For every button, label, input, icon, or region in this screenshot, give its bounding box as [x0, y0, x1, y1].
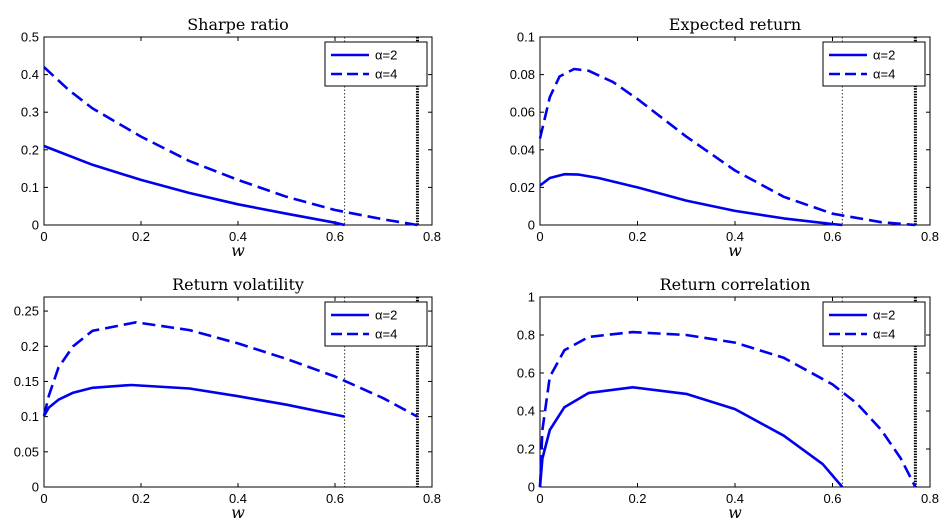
legend-label-alpha-4: α=4 — [873, 67, 895, 82]
legend: α=2α=4 — [822, 301, 926, 347]
x-tick-label: 0.2 — [132, 491, 150, 506]
series-line-alpha-4 — [538, 67, 916, 227]
x-tick-label: 0.4 — [726, 229, 744, 244]
x-tick-label: 0.8 — [423, 491, 441, 506]
legend-label-alpha-2: α=2 — [873, 308, 895, 323]
series-line-alpha-2 — [538, 385, 844, 488]
y-tick-label: 0.2 — [517, 442, 535, 457]
x-tick-label: 0.8 — [921, 229, 939, 244]
panel-expected-return: 0 0.2 0.4 0.6 0.8 0 0.02 0.04 0.06 0.08 0.1 Expecte… — [510, 15, 939, 260]
legend-label-alpha-4: α=4 — [375, 327, 397, 342]
y-tick-label: 0.1 — [21, 180, 39, 195]
x-tick-label: 0.6 — [326, 229, 344, 244]
legend-label-alpha-4: α=4 — [375, 67, 397, 82]
legend-label-alpha-4: α=4 — [873, 327, 895, 342]
x-tick-label: 0 — [40, 491, 47, 506]
panel-sharpe-ratio: 0 0.2 0.4 0.6 0.8 0 0.1 0.2 0.3 0.4 0.5 Sharpe rati… — [21, 15, 441, 260]
legend: α=2α=4 — [324, 41, 428, 87]
series-line-alpha-4 — [538, 330, 917, 488]
y-tick-label: 0 — [32, 480, 39, 495]
x-tick-label: 0.4 — [229, 491, 247, 506]
x-tick-label: 0.6 — [326, 491, 344, 506]
y-tick-label: 0.8 — [517, 328, 535, 343]
series-line-alpha-2 — [43, 144, 345, 227]
legend-label-alpha-2: α=2 — [873, 48, 895, 63]
legend: α=2α=4 — [822, 41, 926, 87]
y-tick-label: 0 — [528, 480, 535, 495]
x-tick-label: 0 — [40, 229, 47, 244]
x-axis-label: w — [231, 241, 245, 260]
y-tick-label: 0.05 — [14, 444, 39, 459]
x-tick-label: 0 — [536, 491, 543, 506]
legend-box — [324, 41, 428, 87]
x-tick-label: 0.2 — [628, 491, 646, 506]
chart-title-return-correlation: Return correlation — [660, 275, 811, 294]
panel-return-correlation: 0 0.2 0.4 0.6 0.8 0 0.2 0.4 0.6 0.8 1 Return correl… — [517, 275, 939, 522]
x-tick-label: 0.6 — [823, 491, 841, 506]
y-tick-label: 0.08 — [510, 67, 535, 82]
x-tick-label: 0.6 — [823, 229, 841, 244]
y-tick-label: 0 — [32, 218, 39, 233]
y-tick-label: 0.2 — [21, 142, 39, 157]
legend: α=2α=4 — [324, 301, 428, 347]
y-tick-label: 0.04 — [510, 142, 535, 157]
y-tick-label: 1 — [528, 290, 535, 305]
x-tick-label: 0.4 — [726, 491, 744, 506]
series-line-alpha-4 — [42, 320, 419, 418]
y-tick-label: 0.3 — [21, 105, 39, 120]
y-tick-label: 0.15 — [14, 374, 39, 389]
y-tick-label: 0.1 — [21, 409, 39, 424]
y-tick-label: 0.06 — [510, 105, 535, 120]
x-tick-label: 0.4 — [229, 229, 247, 244]
panel-return-volatility: 0 0.2 0.4 0.6 0.8 0 0.05 0.1 0.15 0.2 0.25 Return v… — [14, 275, 441, 522]
y-tick-label: 0.4 — [517, 404, 535, 419]
series-line-alpha-2 — [539, 172, 843, 227]
chart-title-return-volatility: Return volatility — [172, 275, 304, 294]
legend-box — [324, 301, 428, 347]
y-tick-label: 0.4 — [21, 67, 39, 82]
x-axis-label: w — [728, 503, 742, 522]
legend-label-alpha-2: α=2 — [375, 308, 397, 323]
chart-title-sharpe-ratio: Sharpe ratio — [187, 15, 289, 34]
x-tick-label: 0.8 — [423, 229, 441, 244]
x-tick-label: 0.2 — [628, 229, 646, 244]
legend-box — [822, 301, 926, 347]
x-axis-label: w — [728, 241, 742, 260]
chart-title-expected-return: Expected return — [669, 15, 801, 34]
y-tick-label: 0.2 — [21, 339, 39, 354]
series-line-alpha-4 — [43, 66, 418, 227]
series-line-alpha-2 — [42, 383, 345, 418]
x-tick-label: 0 — [536, 229, 543, 244]
y-tick-label: 0.6 — [517, 366, 535, 381]
x-tick-label: 0.8 — [921, 491, 939, 506]
y-tick-label: 0.02 — [510, 180, 535, 195]
y-tick-label: 0.25 — [14, 304, 39, 319]
y-tick-label: 0.5 — [21, 30, 39, 45]
x-axis-label: w — [231, 503, 245, 522]
legend-box — [822, 41, 926, 87]
legend-label-alpha-2: α=2 — [375, 48, 397, 63]
y-tick-label: 0.1 — [517, 30, 535, 45]
y-tick-label: 0 — [528, 218, 535, 233]
x-tick-label: 0.2 — [132, 229, 150, 244]
